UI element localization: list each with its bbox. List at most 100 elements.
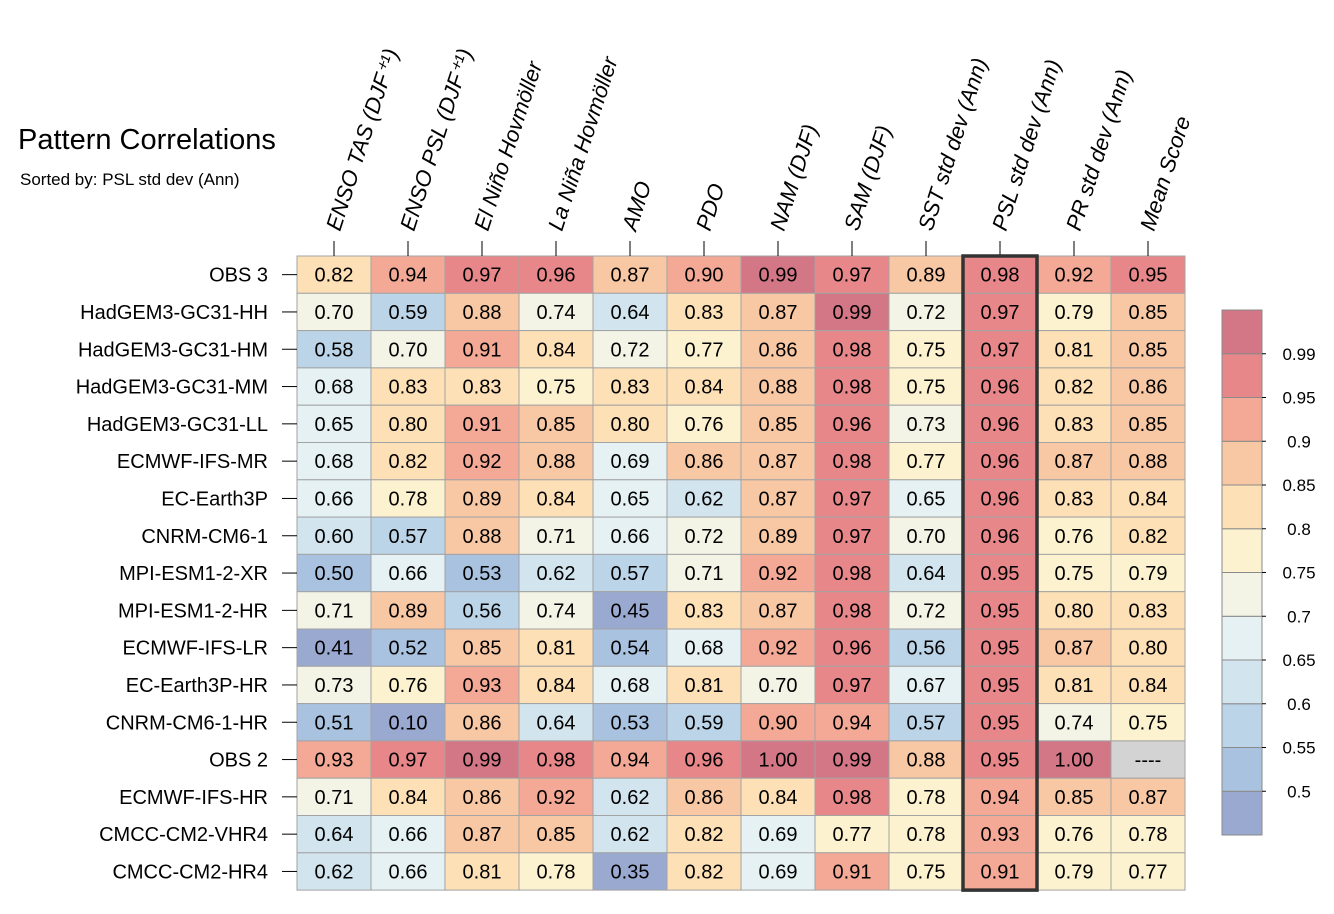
cell-mpi-esm1-2-xr-sst-std-dev-ann: [888, 553, 964, 593]
cell-ecmwf-ifs-hr-mean-score: [1110, 777, 1186, 817]
cell-value: 0.87: [759, 488, 798, 510]
cell-cmcc-cm2-hr4-nam-djf: [740, 852, 816, 891]
column-label-amo: AMO: [616, 178, 656, 235]
cell-value: 0.85: [1129, 339, 1168, 361]
heatmap-cells: [296, 255, 1186, 891]
cell-value: 0.58: [315, 339, 354, 361]
cell-value: 0.66: [389, 824, 428, 846]
cell-cnrm-cm6-1-hr-amo: [592, 703, 668, 742]
cell-value: 0.75: [1055, 563, 1094, 585]
cell-value: 0.96: [685, 750, 724, 772]
cell-ecmwf-ifs-lr-mean-score: [1110, 628, 1186, 667]
cell-ecmwf-ifs-mr-enso-tas-djf: [296, 442, 372, 481]
cell-ec-earth3p-enso-psl-djf: [370, 479, 446, 518]
cell-cmcc-cm2-vhr4-sst-std-dev-ann: [888, 815, 964, 854]
cell-value: 0.78: [907, 787, 946, 809]
colorbar-segment: [1221, 440, 1263, 486]
cell-value: 0.64: [537, 712, 576, 734]
row-label-hadgem3-gc31-mm: HadGEM3-GC31-MM: [76, 377, 268, 399]
cell-ecmwf-ifs-mr-mean-score: [1110, 442, 1186, 481]
cell-value: 0.84: [685, 377, 724, 399]
cell-value: 0.81: [685, 675, 724, 697]
cell-ecmwf-ifs-hr-enso-tas-djf: [296, 777, 372, 817]
cell-value: 0.35: [611, 861, 650, 883]
cell-cmcc-cm2-vhr4-nam-djf: [740, 815, 816, 854]
cell-ec-earth3p-psl-std-dev-ann: [962, 479, 1038, 518]
cell-obs-2-pr-std-dev-ann: [1036, 740, 1112, 779]
cell-value: 0.64: [315, 824, 354, 846]
cell-value: 0.82: [389, 451, 428, 473]
cell-cmcc-cm2-hr4-enso-psl-djf: [370, 852, 446, 891]
cell-value: 0.95: [981, 638, 1020, 660]
cell-value: 0.87: [463, 824, 502, 846]
column-label-mean-score: Mean Score: [1135, 113, 1195, 234]
cell-value: 0.83: [389, 377, 428, 399]
cell-value: 0.98: [833, 600, 872, 622]
cell-mpi-esm1-2-xr-pdo: [666, 553, 742, 593]
cell-value: 0.73: [907, 414, 946, 436]
cell-value: 0.95: [981, 563, 1020, 585]
column-label-nam-djf: NAM (DJF): [765, 121, 823, 233]
cell-value: 0.93: [981, 824, 1020, 846]
cell-hadgem3-gc31-hm-psl-std-dev-ann: [962, 330, 1038, 369]
cell-cnrm-cm6-1-enso-tas-djf: [296, 516, 372, 555]
cell-ec-earth3p-hr-enso-psl-djf: [370, 665, 446, 705]
colorbar-tick-label: 0.8: [1287, 520, 1311, 539]
cell-ecmwf-ifs-lr-sst-std-dev-ann: [888, 628, 964, 667]
cell-value: 0.80: [389, 414, 428, 436]
cell-value: 0.52: [389, 638, 428, 660]
cell-value: 0.93: [463, 675, 502, 697]
cell-cmcc-cm2-hr4-sst-std-dev-ann: [888, 852, 964, 891]
cell-value: 0.81: [463, 861, 502, 883]
cell-value: 0.98: [833, 563, 872, 585]
cell-value: ----: [1135, 750, 1162, 772]
cell-value: 0.97: [981, 339, 1020, 361]
cell-ec-earth3p-la-ni-a-hovm-ller: [518, 479, 594, 518]
cell-mpi-esm1-2-hr-nam-djf: [740, 591, 816, 630]
cell-value: 0.86: [759, 339, 798, 361]
colorbar-tick-label: 0.99: [1282, 345, 1315, 364]
cell-value: 0.99: [833, 750, 872, 772]
colorbar-tick-label: 0.75: [1282, 564, 1315, 583]
cell-hadgem3-gc31-ll-la-ni-a-hovm-ller: [518, 404, 594, 444]
cell-value: 0.83: [463, 377, 502, 399]
row-label-cnrm-cm6-1-hr: CNRM-CM6-1-HR: [106, 712, 268, 734]
highlight-group: [961, 254, 1039, 892]
cell-value: 0.86: [1129, 377, 1168, 399]
cell-cnrm-cm6-1-la-ni-a-hovm-ller: [518, 516, 594, 555]
cell-mpi-esm1-2-xr-el-ni-o-hovm-ller: [444, 553, 520, 593]
cell-value: 0.84: [389, 787, 428, 809]
cell-ecmwf-ifs-hr-sam-djf: [814, 777, 890, 817]
cell-value: 0.85: [1129, 302, 1168, 324]
cell-value: 0.98: [833, 339, 872, 361]
cell-cnrm-cm6-1-hr-psl-std-dev-ann: [962, 703, 1038, 742]
cell-value: 0.56: [463, 600, 502, 622]
cell-value: 0.79: [1129, 563, 1168, 585]
cell-value: 0.62: [537, 563, 576, 585]
row-label-obs-3: OBS 3: [209, 265, 268, 287]
heatmap-values: 0.82 0.94 0.97 0.96 0.87 0.90 0.99 0.97 0.89 0.98…: [315, 265, 1168, 884]
cell-value: 0.56: [907, 638, 946, 660]
cell-hadgem3-gc31-hh-psl-std-dev-ann: [962, 292, 1038, 332]
cell-cmcc-cm2-hr4-pr-std-dev-ann: [1036, 852, 1112, 891]
highlight-column-outline: [961, 254, 1039, 892]
cell-value: 0.96: [981, 526, 1020, 548]
cell-ec-earth3p-hr-sst-std-dev-ann: [888, 665, 964, 705]
cell-mpi-esm1-2-xr-mean-score: [1110, 553, 1186, 593]
cell-value: 0.97: [833, 675, 872, 697]
colorbar-segment: [1221, 528, 1263, 573]
cell-value: 0.84: [1129, 675, 1168, 697]
cell-value: 0.89: [389, 600, 428, 622]
cell-value: 0.84: [1129, 488, 1168, 510]
cell-ec-earth3p-nam-djf: [740, 479, 816, 518]
cell-value: 0.65: [611, 488, 650, 510]
cell-value: 0.41: [315, 638, 354, 660]
colorbar-segment: [1221, 484, 1263, 530]
cell-ec-earth3p-hr-amo: [592, 665, 668, 705]
cell-value: 0.76: [1055, 526, 1094, 548]
chart-title: Pattern Correlations: [18, 124, 276, 156]
cell-value: 0.72: [907, 600, 946, 622]
cell-value: 0.62: [685, 488, 724, 510]
cell-value: 0.77: [907, 451, 946, 473]
